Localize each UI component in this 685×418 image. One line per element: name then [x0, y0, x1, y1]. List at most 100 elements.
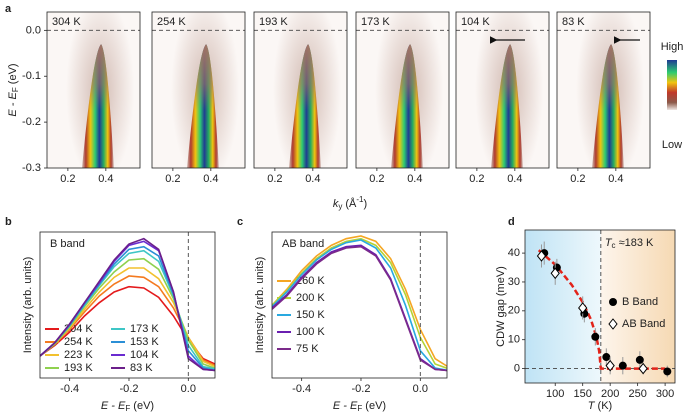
- frame: [355, 11, 450, 169]
- colorbar-high: High: [661, 41, 684, 53]
- x-tick-label: 0.4: [407, 173, 422, 185]
- x-tick-label: 0.4: [608, 173, 623, 185]
- x-axis-label-part: k: [333, 198, 339, 210]
- legend-label: B Band: [622, 296, 658, 308]
- y-axis-label: Intensity (arb. units): [254, 257, 266, 354]
- x-tick-label: 0.2: [369, 173, 384, 185]
- fit-curve: [537, 249, 666, 370]
- y-axis-label-part: F: [11, 87, 20, 92]
- frame: [271, 231, 448, 379]
- panel-temperature: 254 K: [157, 16, 186, 28]
- y-tick-label: 0.0: [26, 24, 41, 36]
- band-tip: [391, 44, 423, 168]
- x-tick-label: 300: [656, 388, 674, 400]
- panel-temperature: 83 K: [562, 16, 585, 28]
- band-tip: [289, 44, 321, 168]
- legend-marker: [608, 318, 618, 330]
- legend-label: 193 K: [64, 362, 93, 374]
- y-tick-label: 20: [508, 305, 520, 317]
- frame: [46, 11, 141, 169]
- legend-label: 153 K: [130, 336, 159, 348]
- x-tick-label: 0.0: [413, 383, 428, 395]
- arpes-map: [47, 12, 140, 168]
- arpes-map: [152, 12, 245, 168]
- panel-label: a: [5, 3, 12, 15]
- frame: [39, 231, 216, 379]
- x-tick-label: 250: [628, 388, 646, 400]
- x-tick-label: -0.4: [292, 383, 311, 395]
- annotation: Tc ≈183 K: [605, 237, 654, 250]
- data-point: [605, 359, 615, 372]
- panels: 304 K 0.2 0.4 -0.3 -0.2 -0.1 0.0 254 K 0.2 0.4 193…: [5, 3, 684, 413]
- frame: [556, 11, 651, 169]
- legend-label: 83 K: [130, 362, 153, 374]
- x-axis-label-part: (Å: [342, 197, 357, 210]
- y-axis-label-part: (eV): [7, 63, 19, 87]
- y-tick-label: 10: [508, 334, 520, 346]
- x-axis-label-part: E - E: [333, 400, 358, 412]
- panel-label: c: [237, 216, 243, 228]
- panel-temperature: 304 K: [52, 16, 81, 28]
- band-tip: [82, 44, 114, 168]
- edc-curve: [40, 245, 215, 371]
- panel-temperature: 173 K: [361, 16, 390, 28]
- edc-curve: [272, 239, 447, 371]
- legend-marker: [609, 298, 617, 306]
- band-tip: [187, 44, 219, 168]
- x-tick-label: 0.2: [165, 173, 180, 185]
- y-tick-label: -0.3: [22, 162, 41, 174]
- edc-curve: [272, 235, 447, 368]
- panel-title: AB band: [282, 238, 324, 250]
- x-tick-label: -0.4: [60, 383, 79, 395]
- data-point: [536, 250, 547, 262]
- annotation-part: T: [605, 237, 613, 249]
- y-axis-label-part: Intensity (arb. units): [254, 257, 266, 354]
- x-tick-label: 0.4: [305, 173, 320, 185]
- annotation-part: ≈183 K: [616, 237, 655, 249]
- x-tick-label: 0.2: [469, 173, 484, 185]
- legend-label: 200 K: [296, 292, 325, 304]
- data-point: [591, 332, 600, 341]
- frame: [524, 229, 676, 384]
- band-tip: [592, 44, 624, 168]
- x-tick-label: -0.2: [119, 383, 138, 395]
- colorbar-low: Low: [662, 139, 682, 151]
- legend-label: 173 K: [130, 323, 159, 335]
- y-tick-label: -0.1: [22, 70, 41, 82]
- data-point: [602, 353, 611, 362]
- legend-label: AB Band: [622, 318, 665, 330]
- x-tick-label: 0.2: [60, 173, 75, 185]
- y-tick-label: 30: [508, 276, 520, 288]
- x-tick-label: 200: [601, 388, 619, 400]
- x-tick-label: 0.2: [267, 173, 282, 185]
- x-axis-label-part: E - E: [101, 400, 126, 412]
- x-tick-label: 150: [574, 388, 592, 400]
- arpes-map: [356, 12, 449, 168]
- data-point: [550, 267, 560, 280]
- x-tick-label: 100: [546, 388, 564, 400]
- frame: [253, 11, 348, 169]
- data-point: [663, 367, 672, 376]
- legend-label: 223 K: [64, 349, 93, 361]
- x-axis-label-part: (eV): [130, 400, 154, 412]
- legend-label: 100 K: [296, 326, 325, 338]
- data-point: [638, 362, 648, 375]
- panel-temperature: 104 K: [461, 16, 490, 28]
- data-point: [578, 302, 588, 314]
- x-axis-label-part: ): [364, 198, 368, 210]
- y-tick-label: 0: [514, 362, 520, 374]
- annotation-part: c: [612, 241, 616, 250]
- arpes-map: [456, 12, 549, 168]
- legend-label: 75 K: [296, 343, 319, 355]
- x-axis-label-part: -1: [356, 195, 364, 204]
- cdw-region: [525, 230, 601, 383]
- data-point: [635, 355, 644, 364]
- x-axis-label-part: (K): [595, 400, 613, 412]
- x-tick-label: -0.2: [351, 383, 370, 395]
- x-axis-label-part: (eV): [362, 400, 386, 412]
- arpes-map: [254, 12, 347, 168]
- panel-label: d: [508, 216, 515, 228]
- y-axis-label: CDW gap (meV): [495, 266, 507, 347]
- x-axis-label-part: F: [357, 404, 362, 413]
- x-axis-label-part: F: [125, 404, 130, 413]
